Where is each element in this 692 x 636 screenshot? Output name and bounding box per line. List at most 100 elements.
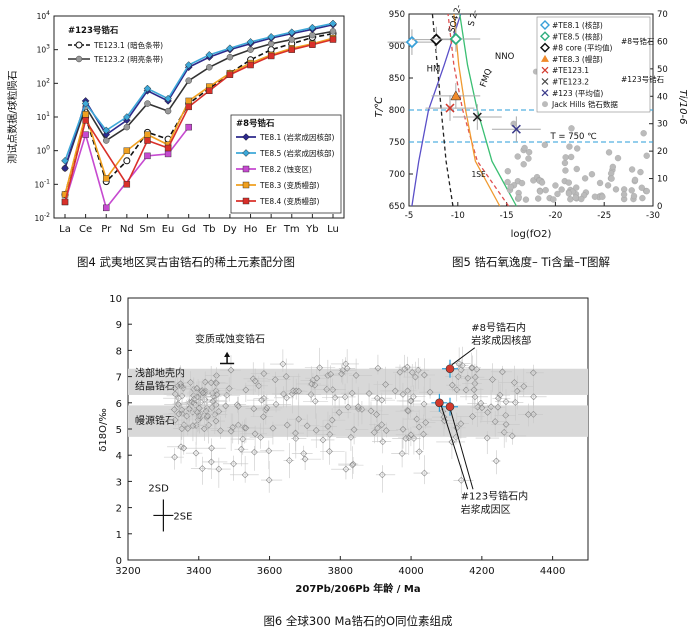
fig5-xtick-label: -10 — [451, 211, 465, 221]
fig5-legend-label: #TE123.1 — [552, 66, 589, 75]
fig6-point — [457, 476, 465, 484]
fig4-series — [61, 36, 337, 206]
fig6-point — [468, 364, 476, 372]
fig4-point — [309, 41, 316, 48]
fig5-y2tick-label: 40 — [657, 92, 668, 102]
fig5-legend-marker — [540, 42, 550, 53]
fig6-point — [301, 455, 309, 463]
fig5-legend-marker — [540, 20, 550, 30]
fig4-point — [206, 64, 213, 71]
fig6-point — [471, 393, 479, 401]
fig4-point — [329, 28, 337, 35]
fig5-ytick-label: 950 — [389, 10, 405, 20]
fig6-point — [312, 426, 320, 434]
fig5-point-group — [425, 95, 475, 121]
fig6-caption: 图6 全球300 Ma锆石的O同位素组成 — [263, 614, 453, 628]
fig5-y2tick-label: 10 — [657, 175, 668, 185]
fig6-2sd-label: 2SD — [148, 483, 169, 494]
fig6-point — [487, 403, 495, 411]
fig6-point — [398, 450, 406, 457]
fig5-legend-label: #TE123.2 — [552, 78, 589, 87]
fig5-legend-marker — [542, 101, 548, 108]
fig6-point — [194, 393, 202, 401]
fig5-jack-hills-point — [536, 188, 544, 195]
fig5-legend-box — [536, 16, 651, 113]
fig4-legend-label: TE8.4 (变质幔部) — [259, 196, 320, 206]
fig5-point — [449, 32, 463, 46]
fig4-point — [123, 181, 131, 188]
fig6-point — [391, 387, 399, 395]
fig5-jack-hills-point — [643, 152, 650, 159]
fig6-leader-line — [450, 410, 474, 490]
fig6-point — [184, 425, 192, 432]
fig5-point — [511, 124, 521, 134]
fig6-point — [242, 424, 250, 432]
fig4-xtick-label: Gd — [182, 224, 196, 235]
fig4-point — [247, 61, 254, 69]
fig5-jack-hills-point — [604, 182, 612, 189]
fig5-jack-hills-point — [614, 154, 622, 162]
fig5-legend-marker — [541, 54, 549, 62]
fig6-highlight-point — [435, 398, 444, 408]
fig6-point — [408, 369, 416, 376]
fig6-point — [242, 386, 250, 394]
fig6-point — [292, 435, 300, 442]
fig6-point — [471, 373, 479, 381]
fig6-point — [327, 370, 335, 378]
fig5-jack-hills-point — [581, 175, 589, 182]
fig6-point — [422, 419, 430, 426]
fig6-point — [257, 433, 265, 441]
fig6-point — [225, 385, 233, 392]
fig6-point — [186, 399, 194, 407]
fig4-legend-label: TE123.2 (明亮条带) — [93, 54, 163, 64]
fig5-ytick-label: 900 — [389, 42, 405, 52]
fig6-point — [530, 393, 538, 401]
fig5-legend-marker — [541, 78, 549, 85]
fig5-jack-hills-point — [568, 153, 575, 161]
fig5-legend-label: #TE8.3 (幔部) — [552, 54, 603, 64]
fig6-point — [494, 394, 502, 402]
fig5-xtick-label: -20 — [548, 211, 562, 221]
fig5-jack-hills-point — [561, 159, 569, 167]
fig6-point — [399, 390, 407, 398]
fig5-jack-hills-point — [542, 187, 549, 194]
fig5-jack-hills-point — [643, 188, 650, 195]
fig4-point — [164, 150, 172, 158]
fig6-point — [396, 368, 404, 376]
fig4-point — [61, 198, 69, 206]
fig6-point — [415, 448, 423, 456]
fig6-point — [498, 368, 506, 376]
fig6-point — [513, 387, 521, 395]
fig4-point — [81, 99, 90, 108]
fig6-point — [401, 365, 409, 373]
fig6-point — [349, 461, 356, 469]
fig6-point — [269, 424, 277, 432]
fig5-y2tick-label: 20 — [657, 147, 668, 157]
fig6-point — [215, 465, 223, 473]
fig6-point — [192, 449, 200, 457]
fig6-point — [258, 396, 265, 404]
fig6-point — [426, 388, 434, 396]
fig4-point — [144, 131, 151, 138]
fig5-jack-hills-point — [630, 192, 638, 200]
fig5-jack-hills-point — [631, 176, 639, 184]
fig4-ytick-label: 103 — [37, 44, 51, 55]
fig6-point — [237, 445, 245, 453]
fig6-point — [292, 429, 299, 437]
fig6-point — [295, 415, 303, 423]
fig4-point — [103, 204, 110, 212]
fig6-point — [292, 387, 300, 395]
fig6-point — [251, 377, 259, 385]
fig5-legend-group-label: #8号锆石 — [621, 36, 655, 46]
fig5-point — [472, 112, 482, 122]
fig6-leader-line — [451, 347, 476, 366]
fig5-legend-label: #TE8.1 (核部) — [552, 20, 603, 30]
fig5-jack-hills-point — [541, 141, 549, 148]
fig6-point — [283, 421, 291, 429]
fig4-point — [205, 51, 214, 59]
fig6-point — [335, 409, 343, 416]
fig6-point — [404, 407, 412, 415]
fig4-point — [246, 38, 255, 46]
fig6-ytick-label: 8 — [116, 346, 122, 357]
fig5-ytick-label: 700 — [389, 170, 405, 180]
